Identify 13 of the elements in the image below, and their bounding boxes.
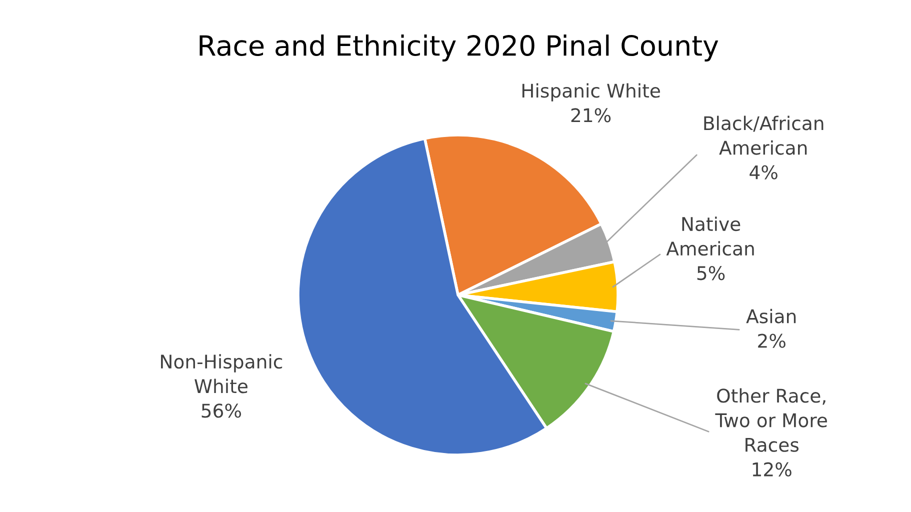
data-label: 5% [697, 266, 725, 280]
data-label: 2% [758, 334, 786, 348]
data-label: 21% [571, 108, 611, 122]
slice-label: Asian [746, 308, 796, 324]
data-label: 56% [202, 404, 242, 418]
slice-label: Black/African American [704, 116, 824, 155]
slice-label: Hispanic White [522, 83, 660, 102]
slice-label: Non-Hispanic White [161, 354, 282, 394]
data-label: 4% [750, 165, 778, 180]
slice-label: Native American [666, 216, 754, 256]
slice-label: Other Race, Two or More Races [715, 388, 827, 452]
data-label: 12% [752, 462, 792, 476]
chart-title: Race and Ethnicity 2020 Pinal County [200, 34, 718, 62]
